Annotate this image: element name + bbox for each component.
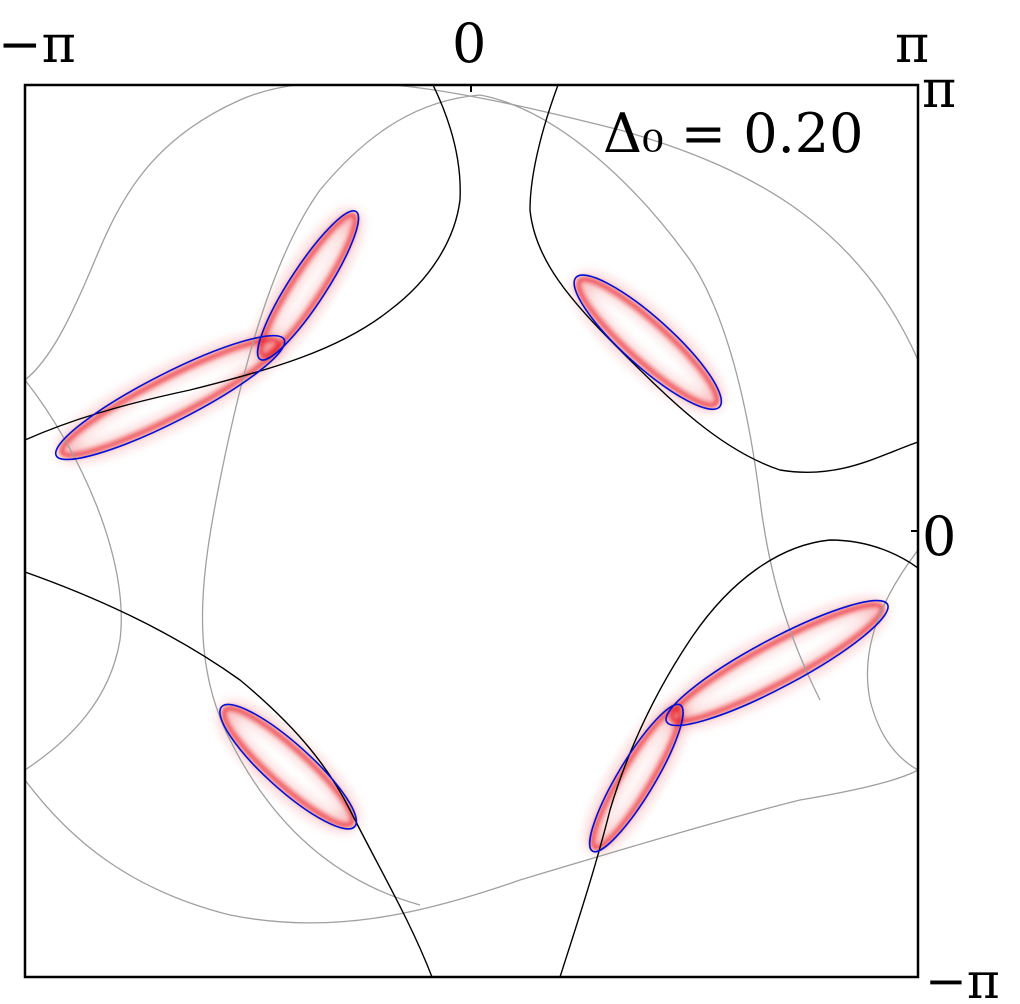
y-tick-label-min: −π: [925, 952, 1000, 1004]
x-tick-label-max: π: [895, 15, 929, 75]
blue-lobe-3: [573, 274, 723, 411]
blue-lobes: [54, 210, 889, 853]
intensity-core-2: [59, 337, 281, 458]
gray-contour-left: [25, 379, 122, 771]
delta-annotation: Δ₀ = 0.20: [603, 102, 863, 165]
x-tick-label-zero: 0: [452, 12, 486, 75]
intensity-core-1: [258, 212, 358, 359]
x-tick-label-min: −π: [0, 15, 76, 75]
gray-contour-right: [866, 549, 918, 771]
gray-contour-lower: [25, 769, 918, 924]
black-contour-top-left: [25, 85, 461, 441]
plot-contents: [25, 85, 918, 977]
blue-lobe-1: [256, 210, 360, 361]
intensity-layer: [59, 211, 885, 851]
intensity-core-5: [669, 602, 885, 724]
plot-area: [25, 85, 918, 977]
black-contour-bottom-left: [25, 571, 433, 977]
black-contour-bottom-right: [559, 539, 918, 977]
blue-lobe-4: [219, 703, 358, 830]
y-tick-label-zero: 0: [922, 505, 956, 568]
blue-lobe-6: [588, 703, 684, 853]
intensity-core-4: [221, 706, 355, 828]
gray-contour-upper-right: [479, 94, 821, 701]
gray-contour-upper-left: [25, 85, 918, 381]
gray-contour-center-top: [201, 94, 481, 906]
blue-lobe-5: [665, 599, 889, 727]
blue-lobe-2: [54, 334, 286, 461]
intensity-core-3: [576, 277, 720, 408]
y-tick-label-max: π: [922, 60, 956, 120]
